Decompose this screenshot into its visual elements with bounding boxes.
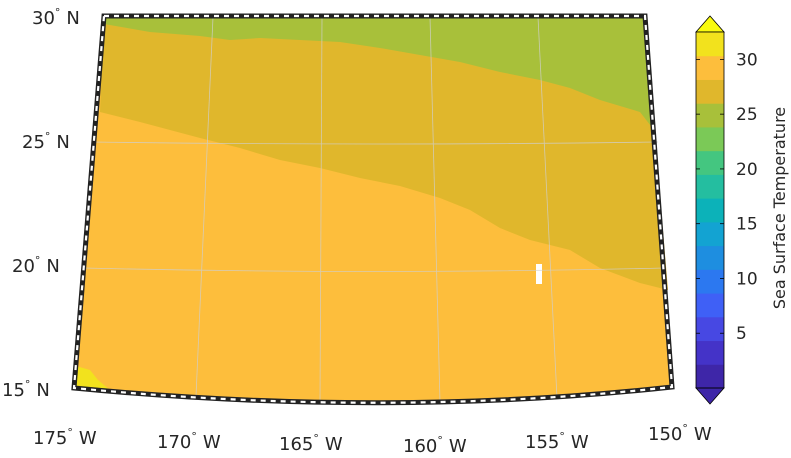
map-frame-dashes xyxy=(72,14,674,404)
sst-band-30plus xyxy=(74,366,110,390)
colorbar-band xyxy=(696,103,724,128)
colorbar-band xyxy=(696,174,724,199)
colorbar-band xyxy=(696,55,724,80)
colorbar-tick-label: 25 xyxy=(736,105,758,125)
colorbar-band xyxy=(696,269,724,294)
lon-labels: 175° W 170° W 165° W 160° W 155° W 150° W xyxy=(33,422,712,457)
colorbar-band xyxy=(696,150,724,175)
lon-label-165w: 165° W xyxy=(279,432,343,455)
sst-band-20-22 xyxy=(104,16,654,130)
lat-label-30n: 30° N xyxy=(32,6,80,29)
colorbar-band xyxy=(696,364,724,389)
colorbar-extend-low xyxy=(695,387,725,405)
colorbar-tick-label: 30 xyxy=(736,50,758,70)
colorbar-band xyxy=(696,340,724,365)
lat-label-25n: 25° N xyxy=(22,130,70,153)
colorbar-band xyxy=(696,221,724,247)
colorbar-band xyxy=(696,126,724,152)
colorbar-band xyxy=(696,32,724,57)
meridian-160w xyxy=(429,16,441,403)
colorbar-tick-label: 5 xyxy=(736,324,747,344)
lon-label-170w: 170° W xyxy=(157,430,221,453)
lat-label-20n: 20° N xyxy=(12,254,60,277)
colorbar-tick-label: 20 xyxy=(736,160,758,180)
colorbar-band xyxy=(696,316,724,342)
meridian-155w xyxy=(537,16,558,399)
colorbar-band xyxy=(696,245,724,270)
colorbar: 30 25 20 15 10 5 Sea Surface Temperature xyxy=(695,15,789,405)
colorbar-band xyxy=(696,293,724,318)
colorbar-band xyxy=(696,79,724,104)
colorbar-outline xyxy=(695,31,725,389)
sst-band-22-25 xyxy=(100,16,668,290)
colorbar-extend-high xyxy=(695,15,725,33)
parallel-25n xyxy=(92,141,659,145)
sst-field xyxy=(74,16,672,403)
lat-labels: 30° N 25° N 20° N 15° N xyxy=(2,6,80,401)
lon-label-150w: 150° W xyxy=(648,422,712,445)
meridian-170w xyxy=(195,16,214,397)
meridian-165w xyxy=(319,16,323,403)
colorbar-band xyxy=(696,198,724,223)
lon-label-175w: 175° W xyxy=(33,426,97,449)
colorbar-title: Sea Surface Temperature xyxy=(770,107,789,309)
lon-label-160w: 160° W xyxy=(403,434,467,457)
colorbar-tick-label: 10 xyxy=(736,269,758,289)
parallel-20n xyxy=(83,267,665,272)
lat-label-15n: 15° N xyxy=(2,378,50,401)
colorbar-tick-label: 15 xyxy=(736,215,758,235)
missing-data-cell xyxy=(536,264,542,284)
graticule xyxy=(83,16,665,403)
lon-label-155w: 155° W xyxy=(525,430,589,453)
